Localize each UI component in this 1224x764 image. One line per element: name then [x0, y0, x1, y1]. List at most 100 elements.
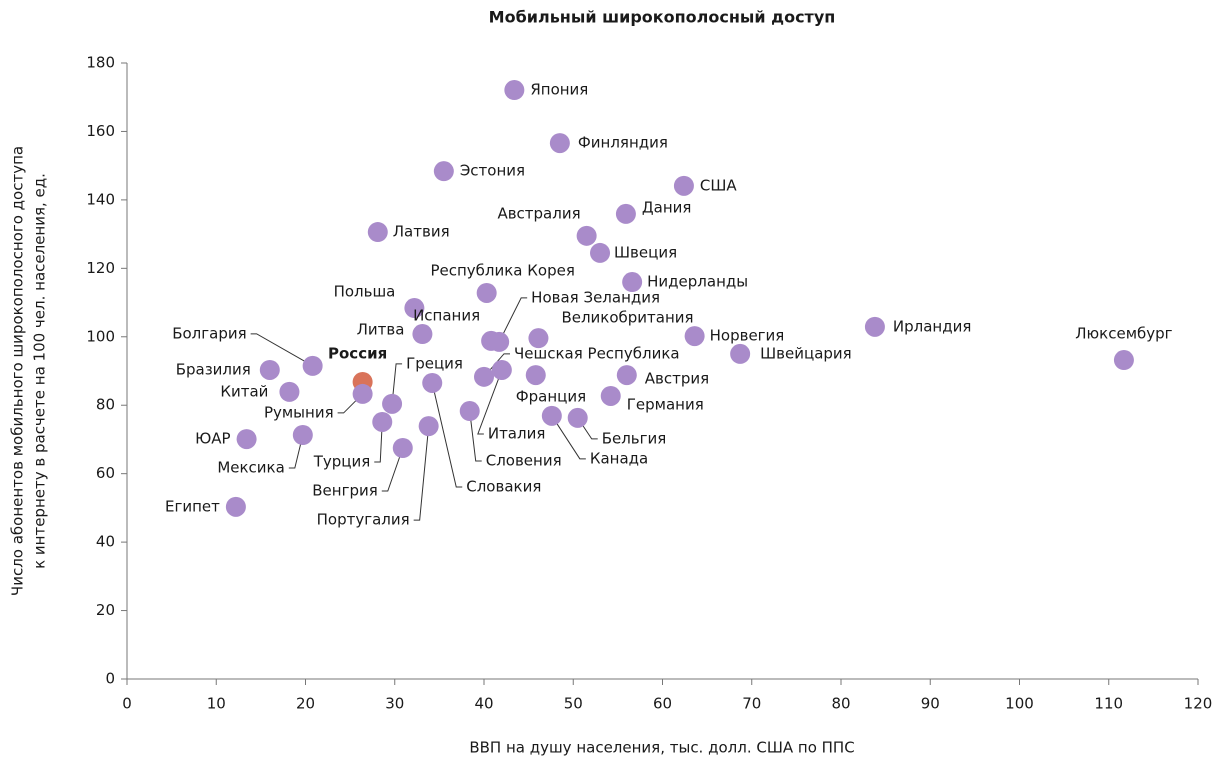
y-tick-label: 100 [86, 327, 115, 345]
x-tick-label: 120 [1184, 695, 1213, 713]
point [673, 175, 694, 196]
point [476, 282, 497, 303]
point [382, 393, 403, 414]
y-tick-label: 80 [96, 396, 115, 414]
point-label: Чешская Республика [514, 344, 680, 362]
point-label: Латвия [393, 223, 450, 241]
leader-line [551, 415, 586, 460]
point-label: Ирландия [893, 317, 971, 335]
x-tick-label: 90 [921, 695, 940, 713]
y-axis-label: к интернету в расчете на 100 чел. населе… [31, 173, 49, 569]
point-label: Румыния [264, 403, 334, 421]
point [404, 298, 425, 319]
x-tick-label: 110 [1094, 695, 1123, 713]
y-axis-label: Число абонентов мобильного широкополосно… [9, 146, 27, 596]
point-label: Швейцария [760, 344, 852, 362]
point [352, 383, 373, 404]
point [528, 328, 549, 349]
point-label: Австралия [497, 204, 580, 222]
point-label: Словакия [466, 477, 541, 495]
point-label: Республика Корея [430, 261, 574, 279]
point [225, 496, 246, 517]
point-label: Египет [165, 497, 220, 515]
x-tick-label: 100 [1005, 695, 1034, 713]
y-tick-label: 140 [86, 190, 115, 208]
point [491, 359, 512, 380]
leader-line [477, 369, 503, 435]
y-tick-label: 20 [96, 601, 115, 619]
point-label: Болгария [172, 324, 246, 342]
y-tick-label: 160 [86, 122, 115, 140]
y-tick-label: 0 [105, 670, 115, 688]
x-tick-label: 40 [474, 695, 493, 713]
leader-line [374, 421, 383, 463]
point [418, 416, 439, 437]
leader-line [391, 363, 403, 404]
point-label: Бразилия [176, 360, 251, 378]
point-label: Люксембург [1075, 325, 1172, 343]
point [302, 355, 323, 376]
point-label: Китай [220, 382, 268, 400]
point-label: Канада [590, 449, 648, 467]
point [525, 365, 546, 386]
point-label: США [700, 176, 738, 194]
point [549, 133, 570, 154]
point [489, 331, 510, 352]
y-tick-label: 40 [96, 533, 115, 551]
point [576, 225, 597, 246]
point [616, 365, 637, 386]
x-tick-label: 20 [296, 695, 315, 713]
point-label: Мексика [217, 458, 284, 476]
point [392, 438, 413, 458]
point [236, 429, 257, 450]
leader-line [498, 297, 528, 343]
point-label: Германия [627, 395, 704, 413]
y-tick-label: 60 [96, 464, 115, 482]
y-tick-label: 180 [86, 54, 115, 72]
point-label: Литва [357, 321, 405, 339]
leader-line [250, 333, 313, 367]
point-label: Новая Зеландия [531, 288, 660, 306]
point-label: Финляндия [578, 134, 668, 152]
point [504, 80, 525, 101]
point-label: ЮАР [195, 430, 231, 448]
x-tick-label: 30 [385, 695, 404, 713]
point [259, 359, 280, 380]
point-label: Турция [313, 452, 371, 470]
point [474, 366, 494, 387]
point [730, 343, 751, 364]
point-label: Португалия [317, 511, 410, 529]
x-tick-label: 10 [207, 695, 226, 713]
leader-line [413, 426, 430, 521]
point [615, 203, 636, 224]
point [372, 411, 393, 432]
point-label: Польша [334, 283, 396, 301]
point [1113, 350, 1134, 371]
point-label: Норвегия [710, 327, 785, 345]
x-tick-label: 50 [564, 695, 583, 713]
point-label: Дания [642, 198, 692, 216]
point [279, 381, 300, 402]
leader-line [288, 434, 304, 469]
leader-line [431, 382, 463, 488]
point [292, 424, 313, 445]
chart-title: Мобильный широкополосный доступ [489, 8, 836, 27]
point [459, 401, 480, 422]
point-label: Австрия [645, 370, 709, 388]
x-tick-label: 0 [122, 695, 132, 713]
point-label: Венгрия [312, 482, 378, 500]
point [600, 385, 621, 406]
point-label: Япония [530, 81, 588, 99]
point-label: Эстония [460, 162, 525, 180]
point [422, 372, 443, 393]
x-tick-label: 60 [653, 695, 672, 713]
point-label: Испания [413, 306, 480, 324]
x-tick-label: 80 [831, 695, 850, 713]
point [541, 405, 562, 426]
point-label: Великобритания [561, 309, 693, 327]
point-label: Швеция [614, 243, 677, 261]
point [684, 326, 705, 347]
point [367, 222, 388, 243]
leader-line [469, 410, 482, 462]
